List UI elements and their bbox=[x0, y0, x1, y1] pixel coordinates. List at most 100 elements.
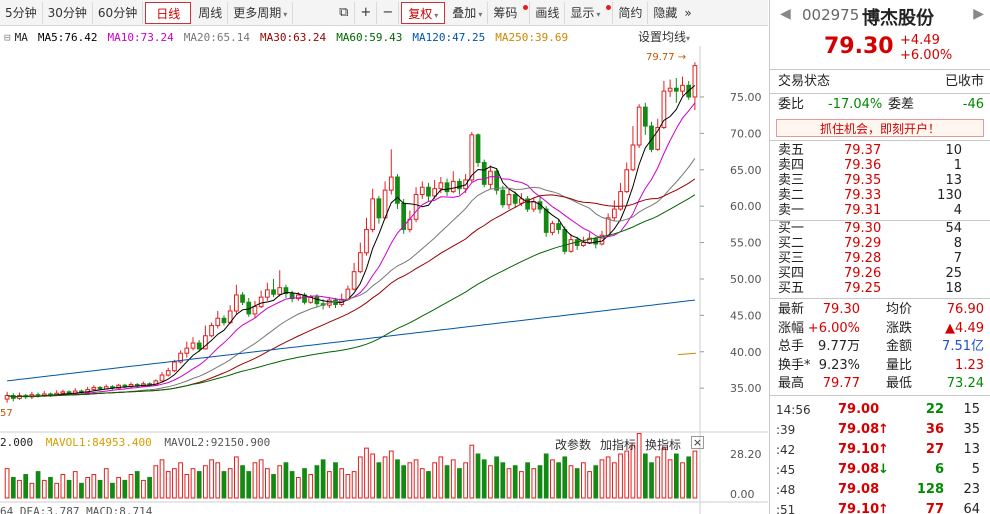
more-periods-dropdown[interactable]: 更多周期 ▾ bbox=[228, 1, 294, 24]
candle-body bbox=[593, 237, 599, 245]
tab-5min[interactable]: 5分钟 bbox=[0, 1, 43, 24]
period-toolbar: 5分钟 30分钟 60分钟 日线 周线 更多周期 ▾ ⧉ + − 复权 ▾ 叠加 ▾ … bbox=[0, 0, 768, 26]
ma-items: MA5:76.42 MA10:73.24 MA20:65.14 MA30:63.24 M… bbox=[32, 31, 572, 44]
volume-bar bbox=[401, 465, 407, 499]
tick-row: :51 79.10 ↑ 77 64 bbox=[770, 501, 990, 514]
chips-button[interactable]: 筹码 bbox=[488, 1, 531, 24]
volume-bar bbox=[531, 468, 537, 499]
sells-row[interactable]: 卖四 79.36 1 bbox=[770, 158, 990, 173]
tick-volume: 27 bbox=[925, 442, 944, 457]
volume-bar bbox=[611, 462, 617, 499]
tick-row: 14:56 79.00 22 15 bbox=[770, 401, 990, 419]
ma-setting-dropdown[interactable]: 设置均线▾ bbox=[638, 28, 690, 45]
candle-body bbox=[525, 198, 530, 210]
volume-bar bbox=[345, 474, 351, 499]
sells-row[interactable]: 卖一 79.31 4 bbox=[770, 203, 990, 218]
volume-bar bbox=[35, 471, 41, 499]
sells-row[interactable]: 卖二 79.33 130 bbox=[770, 188, 990, 203]
simple-button[interactable]: 简约 bbox=[613, 1, 649, 24]
draw-lines-button[interactable]: 画线 bbox=[530, 1, 566, 24]
edit-params-button[interactable]: 改参数 bbox=[555, 438, 592, 452]
candle-body bbox=[252, 306, 258, 315]
sells-row[interactable]: 卖三 79.35 13 bbox=[770, 173, 990, 188]
volume-bar bbox=[221, 471, 227, 499]
tab-daily[interactable]: 日线 bbox=[145, 1, 192, 24]
next-stock-icon[interactable]: ▶ bbox=[973, 6, 984, 22]
book-price: 79.25 bbox=[844, 281, 882, 296]
volume-bar bbox=[289, 471, 295, 499]
hide-button[interactable]: 隐藏 bbox=[653, 5, 678, 20]
stats-row: 涨幅 +6.00% 涨跌 ▲4.49 bbox=[770, 320, 990, 338]
tab-weekly[interactable]: 周线 bbox=[193, 1, 229, 24]
kline-chart[interactable]: 75.00 70.00 65.00 60.00 55.00 50.00 45.00 40.00… bbox=[0, 46, 768, 514]
volume-bar bbox=[178, 462, 183, 499]
candle-body bbox=[543, 208, 549, 233]
tick-time: 14:56 bbox=[776, 403, 811, 417]
tick-price: 79.10 bbox=[838, 502, 880, 514]
candle-body bbox=[581, 242, 586, 246]
volume-bar bbox=[326, 471, 332, 499]
volume-bar bbox=[370, 453, 376, 499]
volume-bar bbox=[264, 468, 270, 499]
tick-price: 79.00 bbox=[838, 402, 880, 417]
tick-arrow-icon: ↑ bbox=[878, 502, 889, 514]
y-tick-label: 50.00 bbox=[730, 273, 762, 286]
overlay-dropdown[interactable]: 叠加 ▾ bbox=[447, 1, 489, 24]
candle-body bbox=[457, 180, 462, 190]
volume-tick-label: 28.20 bbox=[730, 448, 762, 461]
volume-bar bbox=[165, 471, 171, 499]
ma250-line bbox=[677, 352, 697, 356]
candle-body bbox=[196, 342, 202, 350]
candle-body bbox=[165, 370, 171, 376]
candle-body bbox=[605, 217, 611, 236]
volume-bar bbox=[599, 459, 605, 499]
legend-toggle-icon[interactable]: ⊟ bbox=[4, 30, 11, 44]
book-volume: 18 bbox=[945, 281, 962, 296]
tab-60min[interactable]: 60分钟 bbox=[93, 1, 144, 24]
minus-icon[interactable]: − bbox=[377, 1, 400, 24]
candle-body bbox=[209, 325, 214, 337]
buys-row[interactable]: 买三 79.28 7 bbox=[770, 251, 990, 266]
open-account-banner[interactable]: 抓住机会，即刻开户！ bbox=[776, 119, 984, 137]
book-price: 79.28 bbox=[844, 251, 882, 266]
book-price: 79.30 bbox=[844, 221, 882, 236]
volume-bar bbox=[240, 465, 245, 499]
candle-body bbox=[500, 189, 506, 206]
plus-icon[interactable]: + bbox=[355, 1, 378, 24]
ma-legend-item: MA5:76.42 bbox=[37, 30, 98, 44]
ma-legend-item: MA10:73.24 bbox=[107, 30, 174, 44]
buys-row[interactable]: 买二 79.29 8 bbox=[770, 236, 990, 251]
volume-bar bbox=[469, 444, 475, 499]
volume-bar bbox=[103, 468, 109, 499]
tick-count: 64 bbox=[963, 502, 980, 514]
stat-value: 1.23 bbox=[955, 357, 984, 373]
close-icon[interactable]: × bbox=[691, 436, 704, 449]
trade-status-row: 交易状态 已收市 bbox=[770, 73, 990, 91]
stat-label: 最高 bbox=[778, 376, 805, 391]
switch-indicator-button[interactable]: 换指标 bbox=[645, 438, 682, 452]
adjust-dropdown[interactable]: 复权 ▾ bbox=[401, 1, 446, 24]
tick-row: :39 79.08 ↑ 36 35 bbox=[770, 421, 990, 439]
volume-bar bbox=[314, 465, 320, 499]
tab-30min[interactable]: 30分钟 bbox=[43, 1, 93, 24]
volume-bar bbox=[79, 482, 84, 499]
buys-row[interactable]: 买五 79.25 18 bbox=[770, 281, 990, 296]
sells-row[interactable]: 卖五 79.37 10 bbox=[770, 143, 990, 158]
book-price: 79.31 bbox=[844, 203, 882, 218]
candle-body bbox=[97, 386, 103, 390]
add-indicator-button[interactable]: 加指标 bbox=[600, 438, 637, 452]
window-icon[interactable]: ⧉ bbox=[333, 1, 356, 24]
status-label: 交易状态 bbox=[778, 74, 831, 89]
prev-stock-icon[interactable]: ◀ bbox=[780, 6, 791, 22]
volume-bar bbox=[475, 453, 481, 499]
buys-row[interactable]: 买一 79.30 54 bbox=[770, 221, 990, 236]
display-dropdown[interactable]: 显示 ▾ bbox=[565, 1, 614, 24]
candle-body bbox=[376, 198, 382, 219]
candle-body bbox=[488, 170, 493, 185]
expand-icon[interactable]: » bbox=[684, 5, 692, 20]
book-volume: 54 bbox=[945, 221, 962, 236]
book-volume: 8 bbox=[953, 236, 962, 251]
change-percent: +6.00% bbox=[900, 48, 953, 63]
candle-body bbox=[295, 294, 301, 300]
buys-row[interactable]: 买四 79.26 25 bbox=[770, 266, 990, 281]
